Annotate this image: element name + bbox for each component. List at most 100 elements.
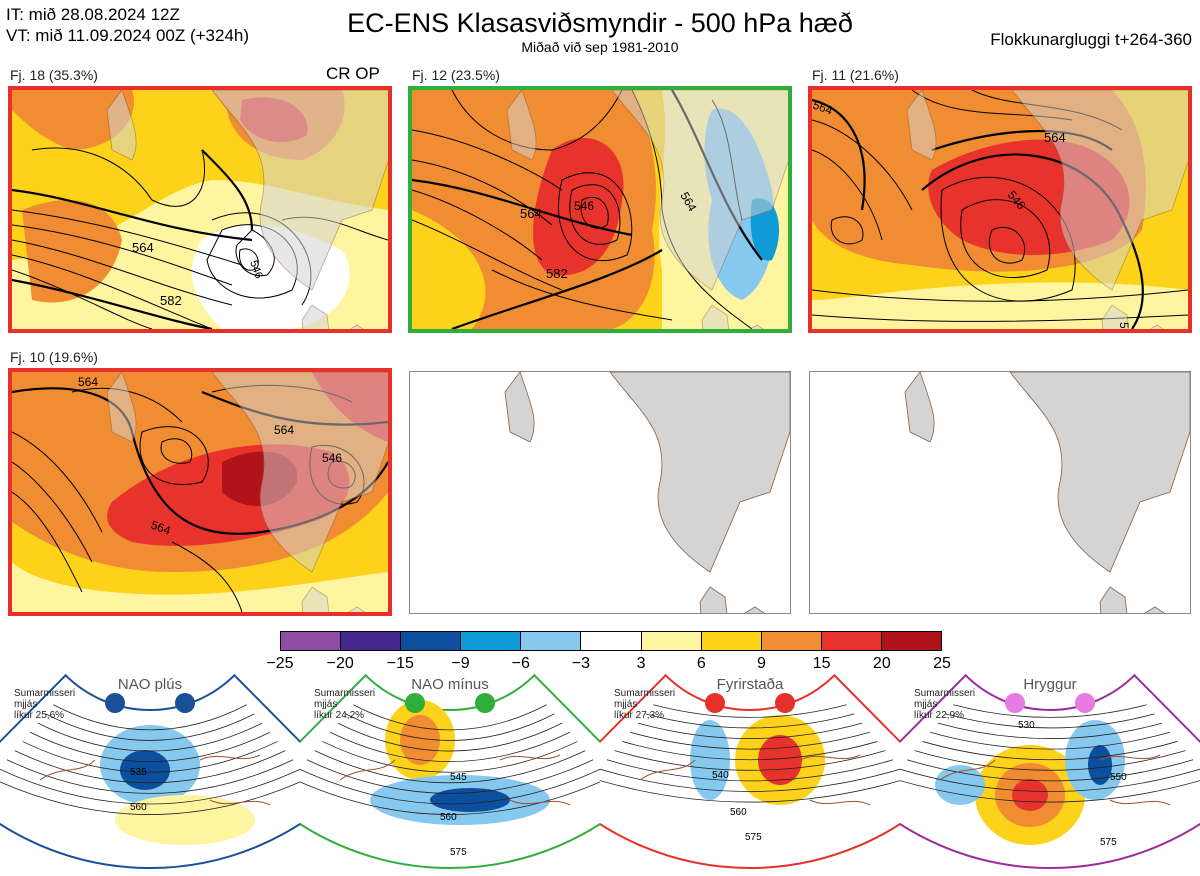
regime-dot — [1075, 693, 1095, 713]
contour-line — [314, 750, 586, 784]
cluster-label-4: Fj. 10 (19.6%) — [10, 349, 98, 365]
coastline — [939, 754, 1171, 806]
colorbar-tick: −3 — [571, 655, 591, 672]
contour-line — [0, 777, 309, 815]
anomaly-blob — [690, 720, 730, 800]
colorbar-segment — [281, 632, 342, 650]
regime-info-line: líkur 25,6% — [14, 710, 65, 721]
colorbar-tick: −6 — [511, 655, 530, 672]
colorbar-tick: 25 — [933, 655, 951, 672]
colorbar-segment — [581, 632, 642, 650]
regime-dot — [105, 693, 125, 713]
contour-line — [291, 777, 609, 815]
cluster-map-4: 564 564 564 546 — [8, 368, 392, 616]
colorbar-segment — [821, 632, 882, 650]
contour-line — [622, 741, 878, 761]
init-time: IT: mið 28.08.2024 12Z — [6, 5, 180, 24]
regime-contour-label: 530 — [1018, 720, 1035, 731]
regime-info: Sumarmisseri mjjás líkur 25,6% — [14, 688, 75, 721]
cluster-map-3: 564 564 546 56 — [808, 86, 1192, 333]
regime-info-line: Sumarmisseri — [914, 688, 976, 699]
contour-line — [299, 768, 601, 805]
regime-info: Sumarmisseri mjjás líkur 27,3% — [614, 688, 675, 721]
page-subtitle: Miðað við sep 1981-2010 — [521, 39, 679, 55]
cluster-map-1: 564 582 546 — [8, 86, 392, 333]
regime-fan-map: 545 560 575 — [253, 673, 647, 869]
colorbar-tick: −9 — [451, 655, 470, 672]
regime-contour-label: 540 — [712, 770, 729, 781]
contour-label-564: 564 — [520, 206, 542, 221]
regime-contour-label: 575 — [745, 832, 762, 843]
regime-dot — [775, 693, 795, 713]
regime-fan-map: 535 560 — [0, 673, 347, 869]
colorbar-segment — [881, 632, 942, 650]
contour-line — [953, 704, 1147, 718]
cluster-map-2: 564 582 546 564 — [408, 86, 792, 333]
regime-title: Fyrirstaða — [716, 676, 784, 693]
regime-dot — [405, 693, 425, 713]
regime-info-line: Sumarmisseri — [614, 688, 676, 699]
cluster-window: Flokkunargluggi t+264-360 — [990, 30, 1192, 49]
contour-line — [945, 713, 1155, 729]
cr-op-tag: CR OP — [326, 64, 380, 83]
regime-dot — [175, 693, 195, 713]
regime-panel: 540 560 575 Fyrirstaða Sumarmisseri mjjás líku… — [553, 670, 947, 871]
regime-contour-label: 575 — [450, 847, 467, 858]
regime-dot — [475, 693, 495, 713]
regime-contour-label: 575 — [1100, 837, 1117, 848]
contour-line — [645, 713, 855, 729]
contour-label-564: 564 — [132, 240, 154, 255]
regime-fan-map: 530 550 575 — [853, 673, 1200, 869]
contour-label-546: 546 — [247, 259, 265, 280]
colorbar-tick: −20 — [326, 655, 354, 672]
contour-line — [53, 704, 247, 731]
colorbar-tick: 15 — [812, 655, 831, 672]
colorbar-segment — [401, 632, 462, 650]
contour-line — [614, 750, 886, 771]
contour-line — [906, 759, 1194, 782]
colorbar-segment — [461, 632, 522, 650]
header-info: IT: mið 28.08.2024 12Z VT: mið 11.09.202… — [6, 4, 249, 46]
anomaly-blob — [400, 715, 440, 765]
colorbar-segment — [701, 632, 762, 650]
contour-label-564b: 564 — [274, 423, 294, 437]
regime-contour-label: 560 — [130, 802, 147, 813]
contour-line — [329, 731, 570, 762]
contour-line — [6, 759, 294, 794]
regime-info-line: líkur 22,9% — [914, 710, 965, 721]
regime-title: NAO plús — [117, 676, 183, 693]
colorbar-segment — [341, 632, 402, 650]
colorbar-tick: −15 — [386, 655, 414, 672]
anomaly-blob — [120, 750, 170, 790]
regime-contour-label: 545 — [450, 772, 467, 783]
anomaly-blob — [1088, 745, 1112, 785]
regime-panel: 530 550 575 Hryggur Sumarmisseri mjjás líkur 2… — [853, 670, 1200, 871]
regime-info-line: Sumarmisseri — [314, 688, 376, 699]
contour-line — [591, 777, 909, 803]
regime-info-line: mjjás — [614, 699, 638, 710]
regime-title: NAO mínus — [411, 676, 489, 693]
contour-label-582: 582 — [546, 266, 568, 281]
regime-fan-map: 540 560 575 — [553, 673, 947, 869]
regime-contour-label: 550 — [1110, 772, 1127, 783]
regime-info-line: líkur 24,2% — [314, 710, 365, 721]
contour-line — [345, 713, 555, 741]
contour-line — [630, 731, 870, 750]
contour-label-564c: 564 — [149, 518, 173, 538]
valid-time: VT: mið 11.09.2024 00Z (+324h) — [6, 26, 250, 45]
regime-contour-label: 560 — [440, 812, 457, 823]
colorbar-segment — [761, 632, 822, 650]
contour-label-564: 564 — [78, 375, 98, 389]
coastline — [639, 754, 871, 806]
contour-line — [29, 731, 270, 762]
contour-line — [606, 759, 894, 782]
contour-line — [914, 750, 1186, 771]
regime-info-line: líkur 27,3% — [614, 710, 665, 721]
contour-line — [14, 750, 286, 784]
contour-line — [653, 704, 847, 718]
contour-label-564: 564 — [812, 98, 835, 118]
contour-line — [930, 731, 1170, 750]
regime-panel: 545 560 575 NAO mínus Sumarmisseri mjjás líkur… — [253, 670, 647, 871]
page-title: EC-ENS Klasasviðsmyndir - 500 hPa hæð — [347, 8, 853, 38]
regime-title: Hryggur — [1023, 676, 1077, 693]
